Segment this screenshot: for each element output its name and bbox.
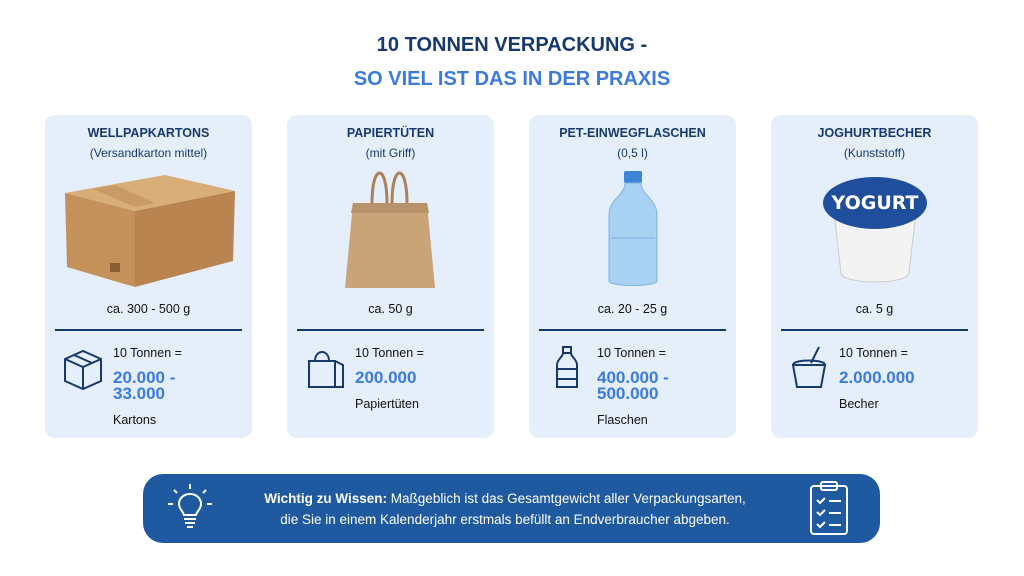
amount: 2.000.000 (839, 368, 915, 387)
card-title: JOGHURTBECHER (817, 126, 932, 140)
unit: Papiertüten (355, 397, 419, 411)
equals-text: 10 Tonnen = (839, 346, 908, 360)
card-image (529, 163, 736, 293)
divider (781, 329, 968, 331)
card: JOGHURTBECHER (Kunststoff) YOGURT ca. 5 g 10… (771, 115, 978, 438)
card-icon (308, 351, 344, 388)
card-weight: ca. 5 g (855, 302, 894, 316)
card-weight: ca. 50 g (368, 302, 413, 316)
card-weight: ca. 20 - 25 g (597, 302, 668, 316)
amount: 400.000 - 500.000 (597, 368, 669, 403)
notice-line: Maßgeblich ist das Gesamtgewicht aller V… (390, 491, 746, 506)
card-icon (791, 346, 827, 388)
card-image (45, 163, 252, 293)
card-icon (64, 349, 102, 391)
divider (539, 329, 726, 331)
notice-lead: Wichtig zu Wissen: (264, 491, 388, 506)
unit: Kartons (113, 413, 157, 427)
illustration: YOGURT (823, 177, 927, 283)
card-title: PET-EINWEGFLASCHEN (559, 126, 706, 140)
unit: Flaschen (597, 413, 648, 427)
unit: Becher (839, 397, 879, 411)
card-subtitle: (Kunststoff) (843, 146, 906, 160)
equals-text: 10 Tonnen = (113, 346, 182, 360)
equals-text: 10 Tonnen = (597, 346, 666, 360)
title: 10 TONNEN VERPACKUNG - (376, 34, 648, 56)
card-subtitle: (0,5 l) (617, 146, 648, 160)
divider (55, 329, 242, 331)
card-subtitle: (Versandkarton mittel) (89, 146, 208, 160)
card-image: YOGURT (771, 163, 978, 293)
illustration (65, 175, 235, 287)
card-image (287, 163, 494, 293)
subtitle: SO VIEL IST DAS IN DER PRAXIS (353, 68, 671, 90)
card-amount-block: 10 Tonnen = 400.000 - 500.000 Flaschen (597, 346, 727, 427)
bulb-icon (168, 484, 212, 528)
card: PET-EINWEGFLASCHEN (0,5 l) ca. 20 - 25 g 10… (529, 115, 736, 438)
yogurt-label: YOGURT (831, 192, 919, 214)
notice: Wichtig zu Wissen: Maßgeblich ist das Ge… (143, 474, 880, 543)
clipboard-icon (810, 481, 848, 535)
equals-text: 10 Tonnen = (355, 346, 424, 360)
amount: 20.000 - 33.000 (113, 368, 176, 403)
card-amount-block: 10 Tonnen = 200.000 Papiertüten (355, 346, 485, 411)
notice-line: die Sie in einem Kalenderjahr erstmals b… (280, 512, 730, 527)
card-subtitle: (mit Griff) (365, 146, 416, 160)
card-title: WELLPAPKARTONS (87, 126, 210, 140)
card-icon (556, 346, 578, 388)
card: WELLPAPKARTONS (Versandkarton mittel) ca. … (45, 115, 252, 438)
card-title: PAPIERTÜTEN (346, 126, 435, 140)
notice-text: Wichtig zu Wissen: Maßgeblich ist das Ge… (225, 488, 785, 530)
card: PAPIERTÜTEN (mit Griff) ca. 50 g 10 Tonnen … (287, 115, 494, 438)
card-weight: ca. 300 - 500 g (106, 302, 191, 316)
card-amount-block: 10 Tonnen = 20.000 - 33.000 Kartons (113, 346, 243, 427)
illustration (608, 171, 658, 286)
card-amount-block: 10 Tonnen = 2.000.000 Becher (839, 346, 969, 411)
amount: 200.000 (355, 368, 417, 387)
divider (297, 329, 484, 331)
illustration (345, 171, 435, 288)
